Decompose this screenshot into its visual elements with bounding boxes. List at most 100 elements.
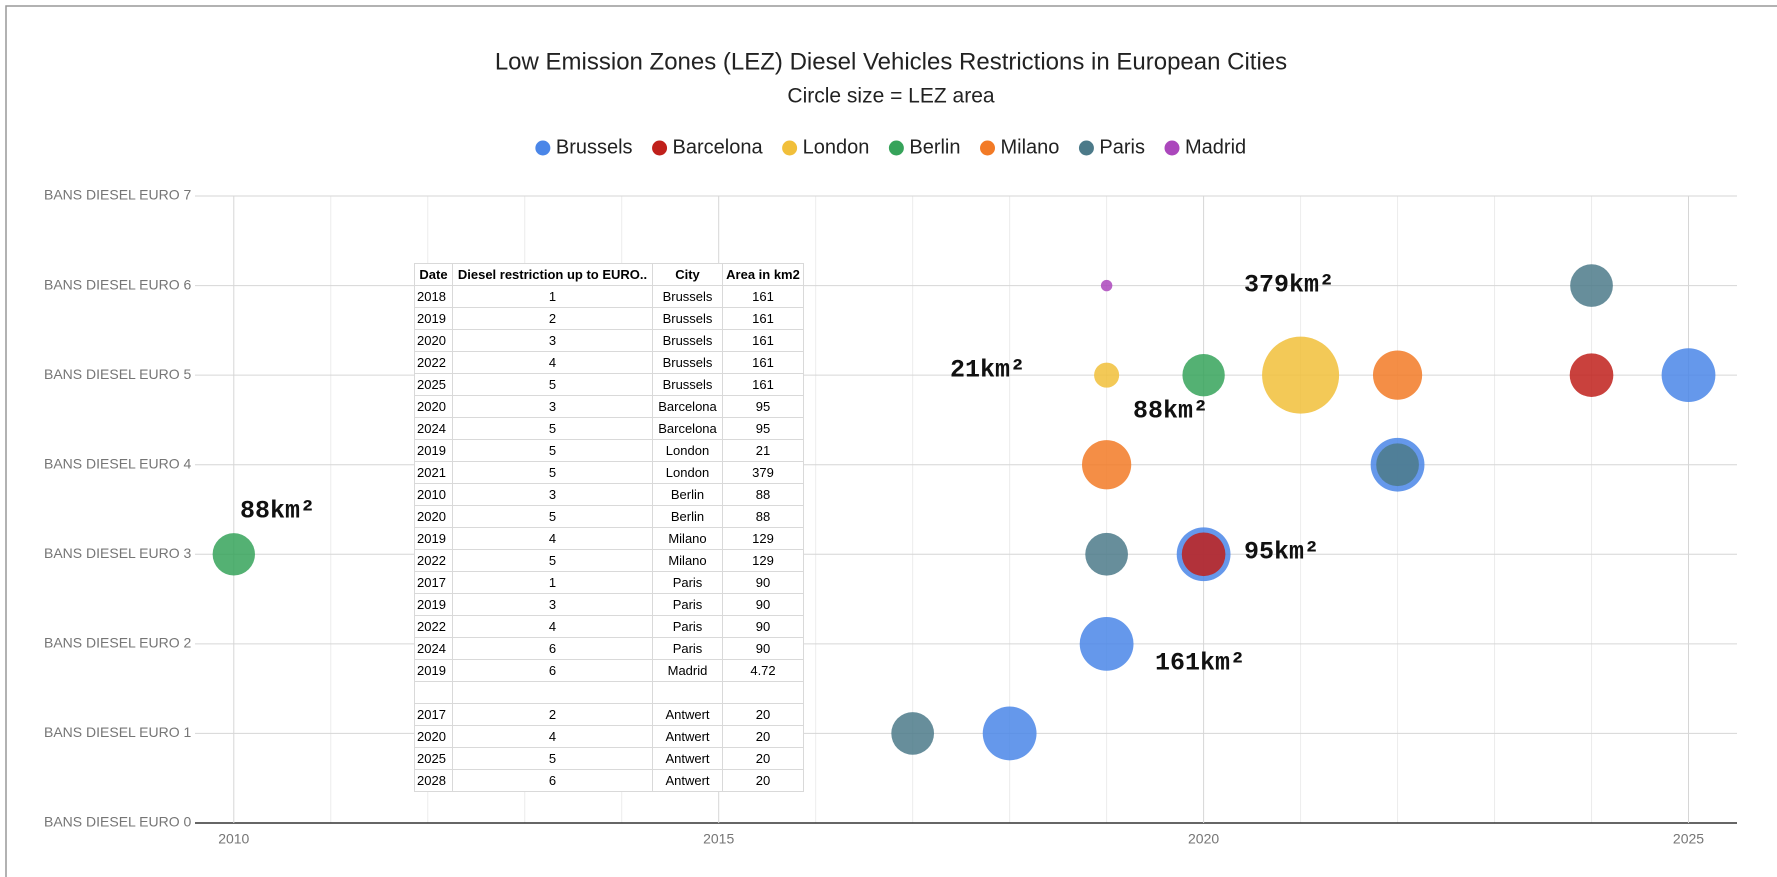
- table-cell: [652, 681, 723, 704]
- table-cell: 2: [452, 703, 653, 726]
- table-cell: 95: [722, 417, 804, 440]
- table-cell: London: [652, 439, 723, 462]
- table-header-row: Date Diesel restriction up to EURO.. City A…: [414, 263, 804, 286]
- table-cell: 2010: [414, 483, 453, 506]
- table-row: 2022 4 Paris 90: [414, 615, 804, 638]
- table-cell: 161: [722, 351, 804, 374]
- header-cell: City: [652, 263, 723, 286]
- table-row: 2020 3 Brussels 161: [414, 329, 804, 352]
- table-row: 2025 5 Brussels 161: [414, 373, 804, 396]
- bubble: [1100, 279, 1113, 292]
- table-cell: 90: [722, 637, 804, 660]
- chart-subtitle: Circle size = LEZ area: [787, 85, 994, 108]
- table-cell: Milano: [652, 527, 723, 550]
- legend-label: Milano: [1001, 136, 1060, 158]
- table-cell: 3: [452, 593, 653, 616]
- table-cell: 4.72: [722, 659, 804, 682]
- table-row: 2020 3 Barcelona 95: [414, 395, 804, 418]
- table-cell: 2028: [414, 769, 453, 792]
- table-row: [414, 681, 804, 704]
- table-cell: Antwert: [652, 769, 723, 792]
- table-cell: Barcelona: [652, 395, 723, 418]
- table-row: 2024 6 Paris 90: [414, 637, 804, 660]
- table-cell: 90: [722, 593, 804, 616]
- table-cell: 2020: [414, 725, 453, 748]
- table-cell: 3: [452, 483, 653, 506]
- table-cell: 129: [722, 527, 804, 550]
- y-tick-label: BANS DIESEL EURO 7: [44, 187, 192, 203]
- table-cell: 2019: [414, 439, 453, 462]
- table-cell: 21: [722, 439, 804, 462]
- table-cell: 88: [722, 505, 804, 528]
- table-cell: 4: [452, 527, 653, 550]
- table-cell: 3: [452, 329, 653, 352]
- table-cell: 5: [452, 505, 653, 528]
- table-cell: 4: [452, 351, 653, 374]
- table-cell: 6: [452, 769, 653, 792]
- table-cell: 161: [722, 373, 804, 396]
- legend-label: Brussels: [556, 136, 633, 158]
- table-row: 2020 4 Antwert 20: [414, 725, 804, 748]
- table-row: 2019 3 Paris 90: [414, 593, 804, 616]
- bubble: [1082, 440, 1132, 490]
- table-row: 2019 4 Milano 129: [414, 527, 804, 550]
- table-cell: Berlin: [652, 483, 723, 506]
- bubble: [1569, 353, 1614, 397]
- table-cell: 4: [452, 615, 653, 638]
- table-cell: Madrid: [652, 659, 723, 682]
- annotation: 21km²: [950, 356, 1025, 385]
- table-cell: 2017: [414, 703, 453, 726]
- annotation: 88km²: [1133, 397, 1208, 426]
- table-cell: 90: [722, 571, 804, 594]
- chart-title: Low Emission Zones (LEZ) Diesel Vehicles…: [495, 48, 1287, 75]
- x-tick-label: 2025: [1673, 831, 1704, 847]
- y-tick-label: BANS DIESEL EURO 4: [44, 455, 192, 471]
- bubble: [1376, 443, 1419, 487]
- table-cell: 2022: [414, 549, 453, 572]
- table-cell: 2019: [414, 659, 453, 682]
- data-table: Date Diesel restriction up to EURO.. City A…: [414, 263, 804, 792]
- table-cell: 2019: [414, 593, 453, 616]
- annotation: 161km²: [1155, 649, 1245, 678]
- bubble: [982, 706, 1037, 761]
- legend-label: London: [803, 136, 870, 158]
- bubble: [1182, 353, 1225, 397]
- table-cell: 20: [722, 703, 804, 726]
- table-cell: 2020: [414, 329, 453, 352]
- table-cell: 5: [452, 461, 653, 484]
- y-tick-label: BANS DIESEL EURO 2: [44, 635, 192, 651]
- table-cell: 5: [452, 747, 653, 770]
- legend-swatch: [652, 140, 668, 156]
- legend-swatch: [1164, 140, 1180, 156]
- table-cell: Antwert: [652, 725, 723, 748]
- table-row: 2017 1 Paris 90: [414, 571, 804, 594]
- table-row: 2018 1 Brussels 161: [414, 285, 804, 308]
- table-row: 2020 5 Berlin 88: [414, 505, 804, 528]
- table-cell: 5: [452, 549, 653, 572]
- table-cell: 6: [452, 659, 653, 682]
- table-cell: 95: [722, 395, 804, 418]
- table-cell: 90: [722, 615, 804, 638]
- table-row: 2017 2 Antwert 20: [414, 703, 804, 726]
- bubble: [1085, 532, 1128, 576]
- legend-swatch: [782, 140, 798, 156]
- table-cell: 1: [452, 571, 653, 594]
- table-cell: 5: [452, 439, 653, 462]
- table-cell: 379: [722, 461, 804, 484]
- bubble: [1181, 532, 1226, 577]
- table-cell: Paris: [652, 593, 723, 616]
- bubble: [1094, 362, 1120, 388]
- legend-swatch: [980, 140, 996, 156]
- table-cell: 88: [722, 483, 804, 506]
- table-cell: 6: [452, 637, 653, 660]
- table-row: 2019 6 Madrid 4.72: [414, 659, 804, 682]
- annotation: 95km²: [1244, 538, 1319, 567]
- table-cell: 2025: [414, 747, 453, 770]
- table-cell: Brussels: [652, 351, 723, 374]
- legend-label: Berlin: [909, 136, 960, 158]
- table-cell: 2025: [414, 373, 453, 396]
- table-cell: 20: [722, 769, 804, 792]
- table-cell: 1: [452, 285, 653, 308]
- table-cell: 161: [722, 307, 804, 330]
